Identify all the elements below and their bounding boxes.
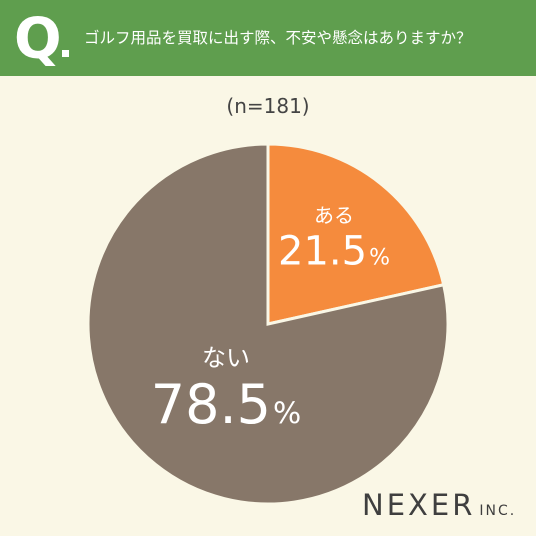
pie-slice-nai	[86, 142, 450, 506]
q-dot	[62, 50, 69, 57]
slice-label-nai: ない 78.5%	[151, 338, 301, 436]
sample-size: (n=181)	[226, 94, 310, 118]
slice-percent-aru: 21.5%	[278, 229, 390, 275]
slice-value-nai: 78.5	[150, 373, 272, 436]
slice-unit-nai: %	[273, 396, 302, 431]
slice-value-aru: 21.5	[278, 228, 368, 275]
q-mark: Q	[14, 7, 62, 72]
slice-name-nai: ない	[201, 344, 250, 372]
question-text: ゴルフ用品を買取に出す際、不安や懸念はありますか？	[84, 29, 472, 47]
pie-slice-aru	[266, 142, 446, 326]
slice-unit-aru: %	[369, 245, 390, 271]
logo-suffix: INC.	[479, 503, 517, 519]
slice-name-aru: ある	[314, 203, 354, 228]
slice-label-aru: ある 21.5%	[278, 200, 390, 275]
nexer-logo: NEXER INC.	[362, 488, 516, 522]
slice-percent-nai: 78.5%	[151, 373, 301, 436]
question-header: Q ゴルフ用品を買取に出す際、不安や懸念はありますか？	[0, 0, 536, 76]
logo-main: NEXER	[362, 488, 476, 522]
